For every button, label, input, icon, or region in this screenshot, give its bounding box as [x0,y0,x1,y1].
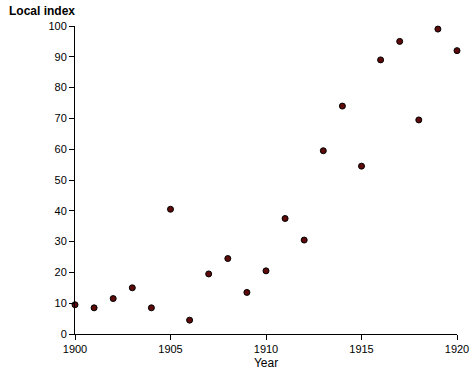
svg-text:1910: 1910 [254,343,278,355]
svg-text:10: 10 [55,297,67,309]
svg-text:1900: 1900 [63,343,87,355]
svg-text:0: 0 [61,328,67,340]
svg-text:90: 90 [55,51,67,63]
svg-text:100: 100 [48,20,66,32]
svg-text:70: 70 [55,112,67,124]
svg-text:Year: Year [254,356,278,370]
svg-text:1905: 1905 [158,343,182,355]
svg-text:1915: 1915 [349,343,373,355]
svg-text:40: 40 [55,205,67,217]
svg-text:20: 20 [55,266,67,278]
svg-text:60: 60 [55,143,67,155]
svg-text:30: 30 [55,235,67,247]
svg-text:1920: 1920 [445,343,469,355]
svg-text:80: 80 [55,81,67,93]
svg-text:Local index: Local index [9,4,75,18]
svg-text:50: 50 [55,174,67,186]
